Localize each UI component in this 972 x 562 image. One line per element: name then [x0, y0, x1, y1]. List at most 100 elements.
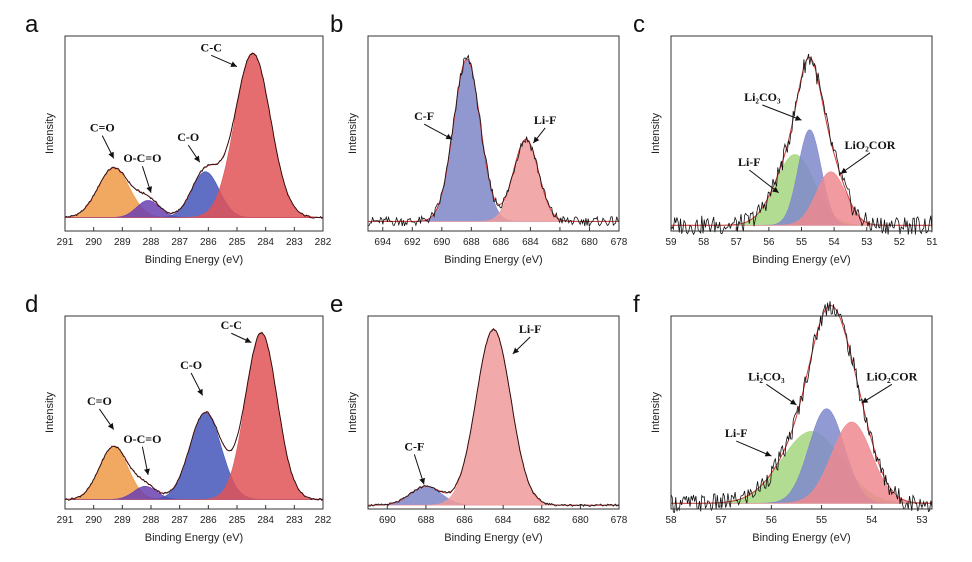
x-tick-label: 291 — [57, 237, 74, 248]
x-axis-label: Binding Energy (eV) — [752, 532, 850, 544]
x-tick-label: 678 — [611, 237, 628, 248]
raw-data-line — [64, 52, 324, 220]
x-tick-label: 285 — [229, 515, 246, 526]
peak-annotation: C=O — [87, 394, 112, 408]
x-tick-label: 688 — [463, 237, 480, 248]
x-tick-label: 56 — [766, 515, 778, 526]
annotation-arrow — [98, 408, 115, 430]
x-tick-label: 682 — [533, 515, 550, 526]
plot-frame — [367, 35, 620, 232]
panel-letter: c — [633, 11, 645, 38]
peak-annotation: C-O — [177, 130, 199, 144]
plot-frame — [64, 315, 324, 510]
x-tick-label: 690 — [433, 237, 450, 248]
panel-a: a 291 290 289 288 287 286 285 284 283 282 Binding E… — [25, 11, 332, 266]
x-tick-label: 56 — [763, 237, 775, 248]
annotation-arrow — [766, 383, 797, 406]
x-tick-label: 682 — [552, 237, 569, 248]
x-axis-label: Binding Energy (eV) — [752, 254, 850, 266]
x-tick-label: 59 — [665, 237, 677, 248]
x-axis-label: Binding Energy (eV) — [444, 254, 542, 266]
x-tick-label: 287 — [171, 237, 188, 248]
peak-annotation: C-F — [404, 439, 424, 453]
panel-letter: f — [633, 291, 640, 318]
y-axis-label: Intensity — [347, 113, 359, 154]
annotation-arrow — [423, 123, 453, 140]
raw-data-line — [64, 331, 324, 502]
annotation-arrow — [736, 440, 772, 457]
plot-frame — [670, 315, 933, 510]
x-tick-label: 288 — [143, 515, 160, 526]
panel-c: c 59 58 57 56 55 54 53 52 51 Binding Energy (eV) In… — [633, 11, 938, 266]
x-tick-label: 680 — [581, 237, 598, 248]
x-tick-label: 684 — [495, 515, 512, 526]
annotation-arrow — [210, 54, 238, 68]
peak-annotation: C-C — [201, 40, 222, 54]
x-tick-label: 282 — [315, 237, 332, 248]
y-axis-label: Intensity — [44, 113, 56, 154]
x-tick-label: 55 — [816, 515, 828, 526]
peak-annotation: O-C=O — [123, 151, 161, 165]
x-tick-label: 58 — [698, 237, 710, 248]
x-tick-label: 686 — [456, 515, 473, 526]
x-tick-label: 690 — [379, 515, 396, 526]
panel-d: d 291 290 289 288 287 286 285 284 283 282 Binding E… — [25, 291, 332, 544]
y-axis-label: Intensity — [44, 392, 56, 433]
x-tick-label: 285 — [229, 237, 246, 248]
peak-annotation: Li-F — [725, 426, 748, 440]
annotation-arrow — [187, 144, 201, 163]
x-tick-label: 54 — [829, 237, 841, 248]
x-tick-label: 58 — [665, 515, 677, 526]
panel-b: b 694 692 690 688 686 684 682 680 678 Binding Ener… — [330, 11, 628, 266]
x-tick-label: 54 — [866, 515, 878, 526]
panel-letter: d — [25, 291, 38, 318]
x-tick-label: 287 — [171, 515, 188, 526]
peak-annotation: Li₂CO₃ — [748, 369, 785, 383]
peak-annotation: C=O — [90, 121, 115, 135]
y-axis-label: Intensity — [650, 113, 662, 154]
panel-letter: b — [330, 11, 343, 38]
annotation-arrow — [762, 104, 802, 121]
x-tick-label: 284 — [257, 237, 274, 248]
x-tick-label: 289 — [114, 515, 131, 526]
x-tick-label: 53 — [861, 237, 873, 248]
plot-frame — [64, 35, 324, 232]
panel-e: e 690 688 686 684 682 680 678 Binding Energy (eV… — [330, 291, 628, 544]
x-tick-label: 57 — [731, 237, 743, 248]
annotation-arrow — [101, 135, 115, 159]
raw-data-line — [670, 301, 933, 513]
x-tick-label: 282 — [315, 515, 332, 526]
peak-annotation: C-O — [180, 358, 202, 372]
plot-frame — [367, 315, 620, 510]
x-tick-label: 57 — [716, 515, 728, 526]
annotation-arrow — [840, 152, 871, 175]
x-axis-label: Binding Energy (eV) — [444, 532, 542, 544]
peak-annotation: C-C — [221, 318, 242, 332]
x-axis-label: Binding Energy (eV) — [145, 254, 243, 266]
x-tick-label: 55 — [796, 237, 808, 248]
peak-annotation: Li-F — [519, 322, 542, 336]
x-tick-label: 51 — [926, 237, 938, 248]
x-tick-label: 289 — [114, 237, 131, 248]
raw-data-line — [367, 327, 620, 507]
x-tick-label: 291 — [57, 515, 74, 526]
x-tick-label: 286 — [200, 237, 217, 248]
x-tick-label: 283 — [286, 515, 303, 526]
panel-letter: a — [25, 11, 39, 38]
x-tick-label: 688 — [418, 515, 435, 526]
x-tick-label: 686 — [493, 237, 510, 248]
peak-annotation: C-F — [414, 109, 434, 123]
peak-annotation: Li-F — [738, 155, 761, 169]
x-tick-label: 52 — [894, 237, 906, 248]
fit-envelope-line — [368, 58, 619, 222]
x-tick-label: 684 — [522, 237, 539, 248]
x-tick-label: 678 — [611, 515, 628, 526]
annotation-arrow — [141, 166, 153, 193]
panel-f: f 58 57 56 55 54 53 Binding Energy (eV) Intensit… — [633, 291, 933, 544]
annotation-arrow — [748, 169, 779, 194]
y-axis-label: Intensity — [347, 392, 359, 433]
peak-li-f — [368, 328, 619, 506]
x-tick-label: 283 — [286, 237, 303, 248]
x-tick-label: 290 — [85, 515, 102, 526]
annotation-arrow — [413, 454, 426, 485]
